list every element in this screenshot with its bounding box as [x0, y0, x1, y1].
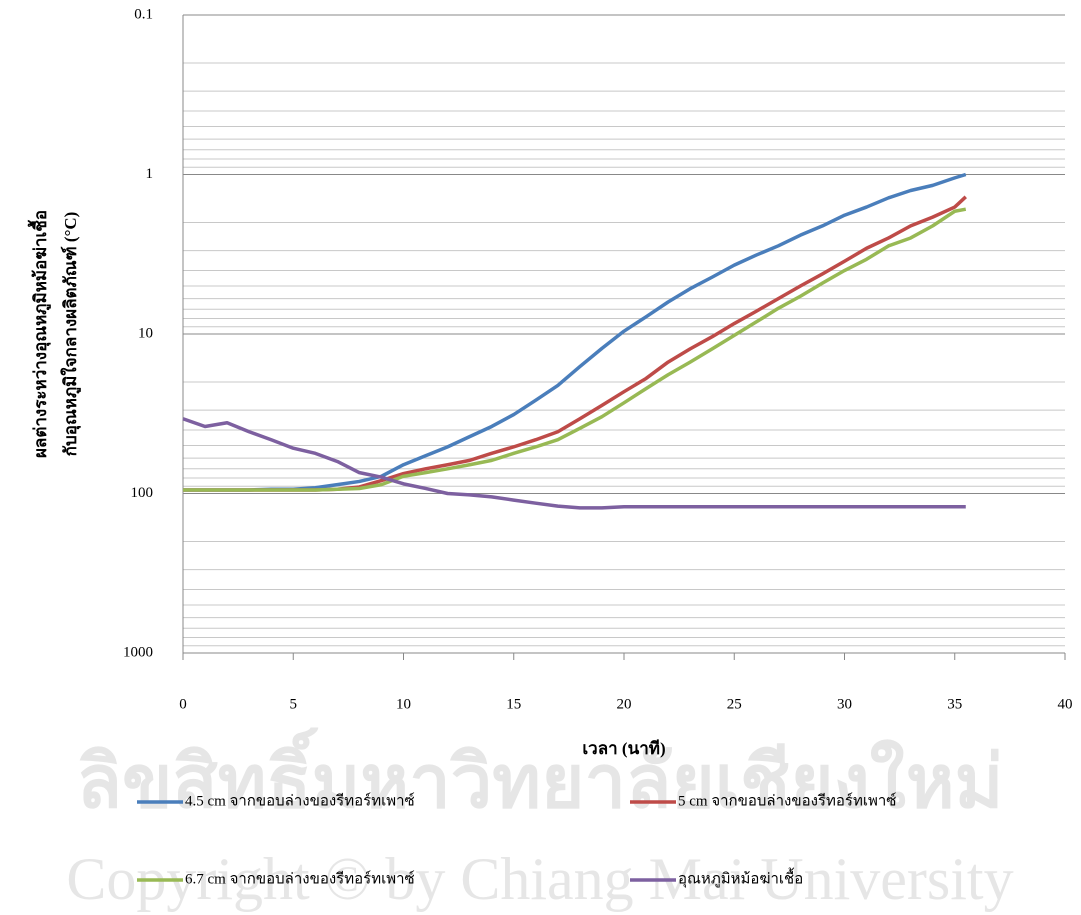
x-tick-label: 25: [727, 696, 742, 712]
legend-label: 4.5 cm จากขอบล่างของรีทอร์ทเพาซ์: [185, 792, 415, 809]
y-tick-label: 1: [146, 166, 154, 182]
x-tick-label: 30: [837, 696, 852, 712]
x-tick-label: 15: [506, 696, 521, 712]
x-tick-label: 0: [179, 696, 187, 712]
series-line: [183, 207, 967, 492]
y-tick-label: 10: [138, 325, 153, 341]
x-tick-label: 35: [947, 696, 962, 712]
y-axis-label: กับอุณหภูมิใจกลางผลิตภัณฑ์ (°C): [60, 212, 82, 457]
y-axis-label: ผลต่างระหว่างอุณหภูมิหม้อฆ่าเชื้อ: [27, 210, 52, 458]
x-tick-label: 5: [290, 696, 298, 712]
x-axis-label: เวลา (นาที): [582, 738, 665, 758]
watermark: Copyright © by Chiang Mai University: [66, 846, 1013, 912]
legend-label: 6.7 cm จากขอบล่างของรีทอร์ทเพาซ์: [185, 870, 415, 887]
legend-label: 5 cm จากขอบล่างของรีทอร์ทเพาซ์: [678, 792, 896, 809]
x-tick-label: 20: [617, 696, 632, 712]
watermark: ลิขสิทธิ์มหาวิทยาลัยเชียงใหม่: [77, 727, 1004, 824]
x-tick-label: 10: [396, 696, 411, 712]
x-tick-label: 40: [1058, 696, 1073, 712]
series-line: [182, 417, 966, 510]
legend-label: อุณหภูมิหม้อฆ่าเชื้อ: [678, 867, 803, 888]
y-tick-label: 1000: [123, 644, 153, 660]
y-tick-label: 100: [131, 485, 154, 501]
y-tick-label: 0.1: [134, 6, 153, 22]
series-line: [183, 172, 967, 492]
